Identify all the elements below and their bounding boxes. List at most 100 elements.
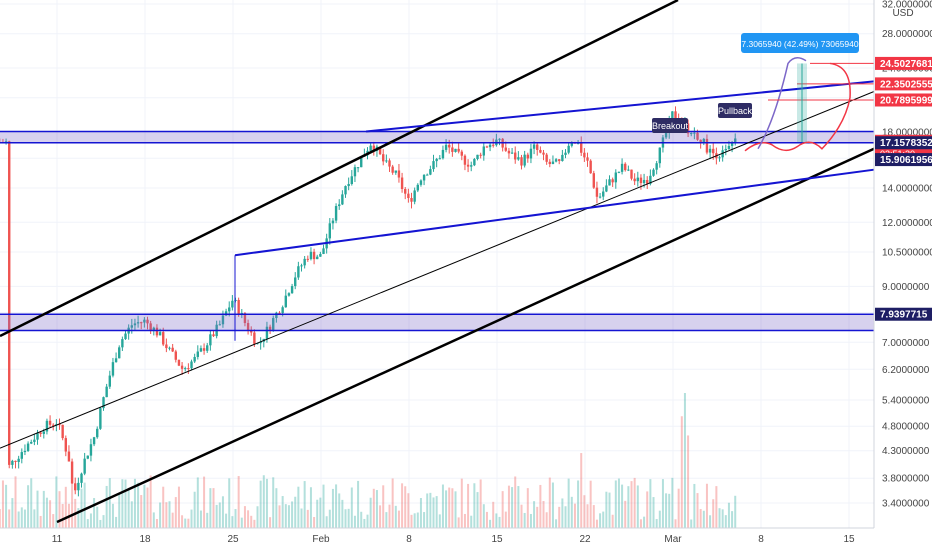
candle-body [485,146,489,148]
candle-body [394,170,397,173]
candle-body [624,163,627,171]
volume-bar [369,497,372,528]
volume-bar [247,510,250,528]
volume-bar [33,509,36,528]
candle-body [705,138,709,153]
candle-body [42,431,45,434]
candle-body [136,322,140,324]
volume-bar [1,480,4,528]
volume-bar [269,517,272,528]
candle-body [312,251,316,260]
candle-body [234,299,237,301]
volume-bar [602,511,605,528]
candle-body [212,334,215,337]
volume-bar [658,510,661,528]
volume-bar [470,515,473,528]
volume-bar [272,477,275,528]
volume-bar [316,499,319,528]
volume-bar [303,481,306,528]
candle-body [649,175,652,184]
volume-bar [265,478,268,528]
x-tick-label: 8 [758,534,764,545]
price-label: 20.7895999 [880,95,932,106]
volume-bar [105,485,108,528]
volume-bar [124,479,127,528]
volume-bar [86,519,89,528]
volume-bar [27,485,30,528]
volume-bar [639,519,642,528]
volume-bar [734,495,737,528]
volume-bar [599,513,602,528]
volume-bar [501,491,504,528]
volume-bar [555,519,558,528]
candle-body [246,323,250,331]
volume-bar [11,498,14,528]
y-tick-label: 28.0000000 [882,29,932,40]
candle-body [168,347,171,349]
candle-body [74,483,77,491]
volume-bar [416,512,419,528]
volume-bar [14,476,17,528]
volume-bar [382,485,385,528]
candle-body [466,164,470,167]
candle-body [33,439,36,442]
volume-bar [451,488,454,528]
volume-bar [196,477,199,528]
candle-body [426,174,429,176]
candle-body [510,152,514,154]
candle-body [608,179,611,186]
volume-bar [608,492,611,528]
volume-bar [190,509,193,528]
candle-body [133,323,137,326]
volume-bar [8,509,11,528]
candle-body [724,148,727,151]
candle-body [146,319,149,324]
volume-bar [523,512,526,528]
volume-bar [375,490,378,528]
volume-bar [379,505,382,528]
volume-bar [636,485,639,528]
volume-bar [313,516,316,528]
candle-body [124,333,127,340]
candle-body [253,332,256,344]
candle-body [275,312,278,319]
volume-bar [281,496,284,528]
candle-body [454,148,457,152]
volume-bar [140,495,143,528]
volume-bar [5,484,8,528]
candle-body [671,111,674,119]
volume-bar [489,519,492,528]
volume-bar [193,491,196,528]
volume-bar [102,515,105,528]
candle-body [520,157,523,166]
price-axis-panel [874,0,932,550]
candle-body [272,318,275,330]
volume-bar [240,517,243,528]
volume-bar [683,393,686,528]
candle-body [545,154,548,162]
volume-bar [225,513,228,528]
volume-bar [724,515,727,528]
volume-bar [611,514,614,528]
candle-body [281,307,284,314]
volume-bar [558,506,561,528]
candle-body [224,311,228,316]
volume-bar [55,476,58,528]
volume-bar [203,476,206,528]
candle-body [23,450,27,453]
volume-bar [404,486,407,528]
candle-body [353,167,357,177]
volume-bar [492,501,495,528]
volume-bar [419,498,422,528]
volume-bar [347,508,350,528]
price-label: 22.3502555 [880,79,932,90]
volume-bar [171,512,174,528]
candle-body [382,154,385,162]
candle-body [721,150,724,158]
projection-curve [757,57,807,150]
volume-bar [589,480,592,528]
candle-body [482,146,485,156]
candle-body [708,148,712,153]
